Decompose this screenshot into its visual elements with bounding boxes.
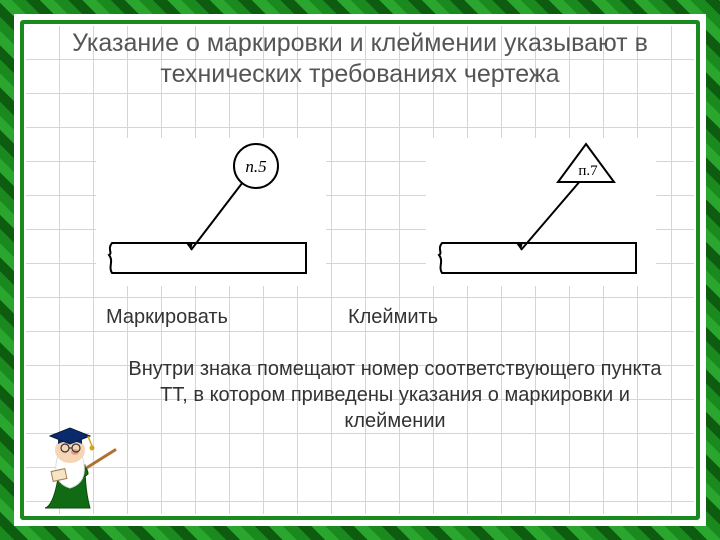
branding-symbol-svg: п.7 — [426, 138, 656, 286]
svg-text:п.7: п.7 — [578, 163, 598, 179]
label-marking: Маркировать — [106, 306, 228, 329]
marking-symbol-svg: п.5 — [96, 138, 326, 286]
slide-content: Указание о маркировки и клеймении указыв… — [26, 26, 694, 514]
diagram-labels: Маркировать Клеймить — [26, 306, 694, 329]
slide-title: Указание о маркировки и клеймении указыв… — [26, 26, 694, 91]
diagram-branding: п.7 — [426, 138, 656, 286]
label-branding: Клеймить — [348, 306, 438, 329]
explanation-text: Внутри знака помещают номер соответствую… — [116, 356, 674, 434]
svg-text:п.5: п.5 — [245, 157, 266, 176]
diagram-marking: п.5 — [96, 138, 326, 286]
mascot-illustration — [30, 410, 120, 510]
wizard-icon — [30, 410, 120, 510]
diagrams-row: п.5 п.7 — [26, 138, 694, 288]
